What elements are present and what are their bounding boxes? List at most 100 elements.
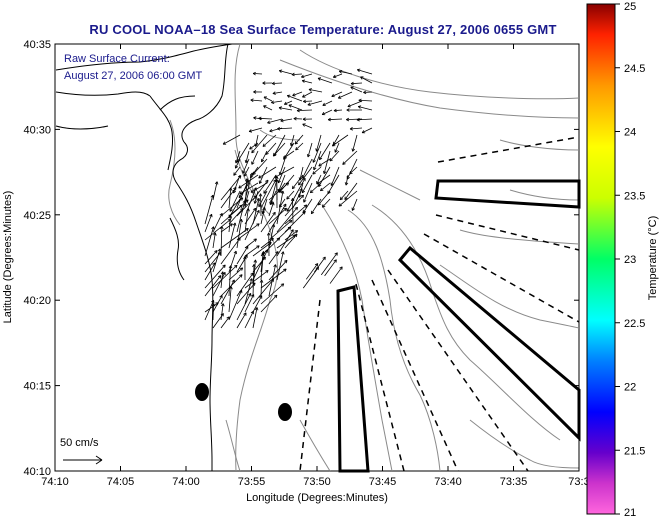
- current-arrow: [338, 190, 358, 207]
- current-arrow: [280, 118, 293, 123]
- current-arrow: [284, 211, 306, 233]
- current-arrow: [320, 252, 338, 276]
- current-arrow: [293, 116, 303, 121]
- colorbar-tick-label: 24: [624, 127, 636, 139]
- current-arrow: [288, 104, 303, 111]
- current-arrow: [212, 271, 226, 297]
- current-arrow: [244, 245, 260, 257]
- current-arrow: [357, 68, 373, 75]
- current-arrow: [350, 81, 363, 86]
- annotation-line-1: Raw Surface Current:: [64, 53, 170, 65]
- current-arrow: [260, 268, 287, 289]
- current-arrow: [322, 100, 333, 106]
- current-arrow: [331, 91, 343, 98]
- current-arrow: [233, 166, 241, 176]
- current-arrow: [258, 166, 277, 179]
- current-arrow: [302, 123, 313, 129]
- current-arrow: [291, 174, 304, 190]
- current-arrow: [329, 266, 343, 284]
- x-axis: 74:10 74:05 74:00 73:55 73:50 73:45 73:40 73:35…: [41, 44, 590, 488]
- current-arrow: [357, 105, 373, 111]
- current-arrow: [266, 232, 271, 257]
- current-arrow: [260, 207, 266, 225]
- current-arrow: [307, 100, 323, 106]
- current-arrow: [286, 190, 295, 200]
- current-arrow: [212, 248, 222, 273]
- current-arrow: [243, 166, 250, 177]
- scale-vector: [63, 455, 103, 465]
- current-arrow: [263, 174, 277, 194]
- current-arrow: [331, 134, 349, 147]
- current-arrow: [320, 182, 331, 192]
- x-tick-label: 73:3: [568, 476, 589, 488]
- current-arrow: [289, 134, 295, 147]
- current-arrow: [333, 108, 343, 113]
- current-arrow: [308, 88, 323, 93]
- current-arrow: [236, 293, 252, 321]
- current-arrow: [204, 213, 213, 233]
- y-tick-label: 40:25: [23, 210, 51, 222]
- current-arrow: [265, 142, 277, 155]
- current-arrow: [222, 134, 241, 145]
- current-arrow: [204, 275, 222, 297]
- current-arrow: [253, 90, 263, 94]
- current-arrow: [258, 116, 273, 121]
- colorbar: [586, 3, 616, 515]
- current-arrow: [324, 259, 337, 277]
- current-arrow: [358, 98, 373, 103]
- y-tick-label: 40:35: [23, 39, 51, 51]
- current-arrow: [327, 117, 343, 122]
- current-arrow: [327, 174, 340, 195]
- x-tick-label: 73:40: [434, 476, 462, 488]
- current-arrow: [319, 142, 331, 161]
- current-arrow: [302, 117, 313, 121]
- current-arrow: [252, 264, 256, 297]
- current-arrow: [305, 263, 319, 280]
- colorbar-tick-label: 23.5: [624, 190, 645, 202]
- current-arrow: [239, 182, 259, 195]
- current-arrow: [322, 150, 331, 175]
- current-arrow: [268, 259, 288, 281]
- current-arrow: [268, 207, 287, 225]
- current-arrow: [248, 127, 263, 133]
- current-arrow: [318, 158, 331, 167]
- current-arrow: [220, 303, 225, 321]
- map-title: RU COOL NOAA–18 Sea Surface Temperature:…: [89, 22, 557, 37]
- current-arrow: [351, 134, 358, 152]
- current-arrow: [295, 142, 304, 151]
- current-arrow: [268, 264, 277, 297]
- current-arrow: [228, 222, 237, 249]
- current-arrow: [342, 150, 358, 165]
- current-arrow: [244, 150, 250, 164]
- current-arrow: [268, 182, 290, 201]
- current-arrow: [312, 166, 322, 175]
- current-arrow: [268, 202, 275, 217]
- current-arrow: [361, 127, 373, 134]
- current-arrow: [228, 286, 233, 313]
- current-arrow: [249, 142, 259, 150]
- scale-label: 50 cm/s: [60, 437, 99, 449]
- current-arrow: [306, 142, 313, 158]
- current-arrow: [356, 117, 373, 122]
- current-arrow: [291, 72, 303, 77]
- current-arrow: [292, 177, 306, 201]
- x-tick-label: 74:10: [41, 476, 69, 488]
- current-arrow: [272, 142, 286, 157]
- current-arrow: [283, 150, 295, 159]
- radial-lines: [299, 136, 580, 472]
- current-arrow: [277, 126, 293, 131]
- current-arrow: [346, 158, 358, 180]
- colorbar-tick-label: 25: [624, 1, 636, 13]
- current-arrow: [244, 208, 250, 233]
- colorbar-tick-label: 24.5: [624, 63, 645, 75]
- current-arrow: [344, 182, 358, 200]
- current-arrow: [292, 188, 303, 209]
- x-tick-label: 74:00: [172, 476, 200, 488]
- current-arrow: [243, 256, 247, 281]
- current-arrow: [252, 71, 263, 76]
- current-arrow: [263, 105, 273, 111]
- current-arrow: [312, 142, 322, 163]
- current-arrow: [310, 198, 322, 215]
- colorbar-tick-label: 21: [624, 507, 636, 518]
- current-arrow: [252, 179, 269, 201]
